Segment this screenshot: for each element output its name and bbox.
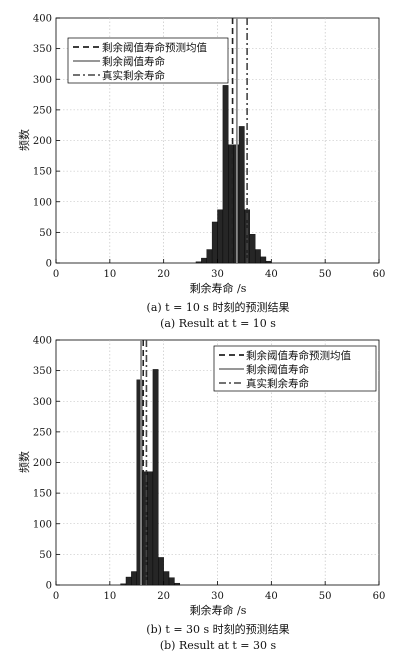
panel-b-bar-6 [152,369,159,586]
panel-b-xtick-label-0: 0 [53,591,59,602]
panel-a-xtick-label-5: 50 [319,269,332,280]
panel-a-ylabel: 频数 [17,129,31,151]
panel-a-legend-label-0: 剩余阈值寿命预测均值 [102,41,207,54]
panel-b-ytick-label-6: 300 [33,397,52,408]
panel-b-legend-label-0: 剩余阈值寿命预测均值 [246,349,351,362]
panel-a-xtick-label-2: 20 [157,269,170,280]
panel-a-xtick-label-0: 0 [53,269,59,280]
panel-a-xtick-label-6: 60 [373,269,386,280]
panel-b-ylabel: 频数 [17,451,31,473]
panel-b-ytick-label-8: 400 [33,336,52,347]
panel-b-bar-8 [163,571,170,586]
panel-a-ytick-label-7: 350 [33,44,52,55]
panel-a-legend: 剩余阈值寿命预测均值 剩余阈值寿命 真实剩余寿命 [67,37,229,84]
panel-b-xtick-label-3: 30 [211,591,224,602]
panel-b-xtick-label-5: 50 [319,591,332,602]
panel-b-bar-5 [147,471,154,586]
panel-a-ytick-label-8: 400 [33,14,52,25]
panel-b-xtick-label-1: 10 [103,591,116,602]
panel-b-legend-label-1: 剩余阈值寿命 [246,363,309,376]
panel-b-ytick-label-7: 350 [33,366,52,377]
panel-b-ytick-label-0: 0 [46,581,52,592]
panel-b-bar-7 [158,557,164,586]
panel-a-bar-3 [211,221,218,264]
panel-a-xlabel: 剩余寿命 /s [190,281,247,295]
panel-a-caption-cn: (a) t = 10 s 时刻的预测结果 [147,300,290,314]
panel-a-legend-label-1: 剩余阈值寿命 [102,55,165,68]
panel-a-bar-4 [217,209,224,264]
panel-b-legend-label-2: 真实剩余寿命 [246,377,309,390]
panel-b-xlabel: 剩余寿命 /s [190,603,247,617]
panel-b-ytick-label-3: 150 [33,489,52,500]
panel-a-bar-0 [195,261,202,264]
panel-a-legend-label-2: 真实剩余寿命 [102,69,165,82]
panel-b-ytick-label-4: 200 [33,458,52,469]
panel-b-bar-9 [168,577,175,586]
panel-b-legend: 剩余阈值寿命预测均值 剩余阈值寿命 真实剩余寿命 [213,345,377,392]
panel-a-xtick-label-3: 30 [211,269,224,280]
panel-a-ytick-label-2: 100 [33,197,52,208]
panel-a-bar-5 [222,85,229,264]
panel-b-grid [56,340,379,585]
panel-b-xtick-label-4: 40 [265,591,278,602]
panel-b-caption-en: (b) Result at t = 30 s [160,639,277,652]
panel-a-bar-11 [254,249,261,264]
panel-a-bar-10 [249,234,256,264]
panel-b-xtick-label-2: 20 [157,591,170,602]
panel-b-x-ticks: 0 10 20 30 40 50 60 [53,581,386,602]
panel-a-bar-12 [260,256,267,264]
panel-a-bar-1 [201,257,207,264]
panel-a-ytick-label-1: 50 [39,228,52,239]
panel-a-bar-8 [238,126,245,264]
panel-a-ytick-label-0: 0 [46,259,52,270]
panel-a: 0 10 20 30 40 50 60 0 50 100 150 200 250 300 350 400 频… [17,14,385,331]
panel-b-xtick-label-6: 60 [373,591,386,602]
panel-b-bars [120,369,181,586]
panel-b-bar-0 [120,583,127,586]
panel-b-ytick-label-5: 250 [33,427,52,438]
panel-b-ytick-label-2: 100 [33,519,52,530]
panel-a-x-ticks: 0 10 20 30 40 50 60 [53,259,386,280]
panel-b-y-ticks: 0 50 100 150 200 250 300 350 400 [33,336,60,592]
panel-a-y-ticks: 0 50 100 150 200 250 300 350 400 [33,14,60,270]
panel-b: 0 10 20 30 40 50 60 0 50 100 150 200 250 300 350 400 频… [17,336,385,653]
panel-a-caption-en: (a) Result at t = 10 s [160,317,276,330]
panel-b-caption-cn: (b) t = 30 s 时刻的预测结果 [146,622,289,636]
panel-b-bar-2 [131,571,137,586]
panel-a-ytick-label-6: 300 [33,75,52,86]
panel-a-xtick-label-4: 40 [265,269,278,280]
panel-a-ytick-label-4: 200 [33,136,52,147]
panel-b-bar-1 [125,576,132,586]
panel-a-bar-2 [206,249,213,264]
panel-b-reference-lines [140,340,148,585]
panel-a-ytick-label-3: 150 [33,167,52,178]
panel-b-bar-10 [174,582,181,586]
panel-a-bar-13 [265,260,272,264]
panel-b-ytick-label-1: 50 [39,550,52,561]
panel-a-reference-lines [231,18,248,263]
panel-a-ytick-label-5: 250 [33,105,52,116]
panel-a-xtick-label-1: 10 [103,269,116,280]
